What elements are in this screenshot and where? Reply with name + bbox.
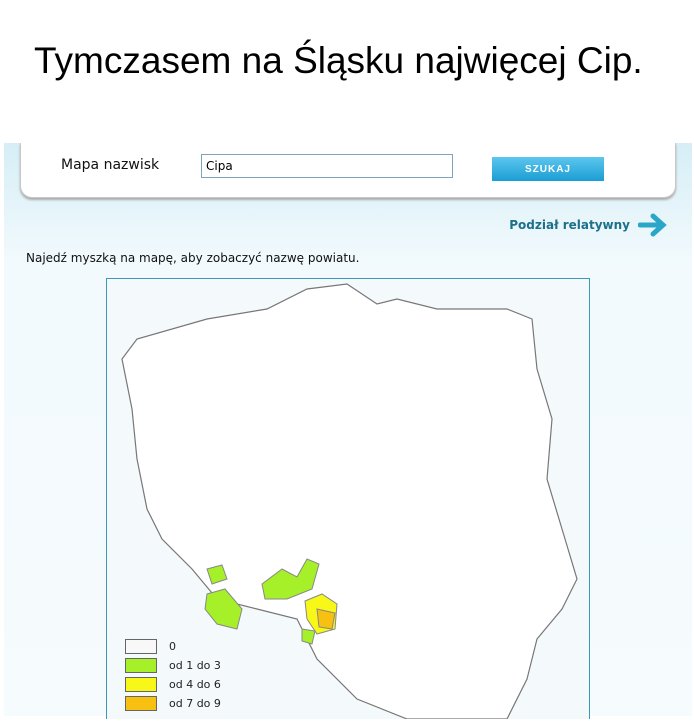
district-area-3 [261, 558, 320, 600]
map-legend: 0 od 1 do 3 od 4 do 6 od 7 do 9 [125, 637, 221, 713]
surname-input[interactable] [201, 154, 453, 178]
arrow-right-icon [638, 213, 667, 237]
page-panel: Mapa nazwisk SZUKAJ Podział relatywny Na… [4, 143, 692, 720]
relative-distribution-link[interactable]: Podział relatywny [509, 213, 668, 237]
search-label: Mapa nazwisk [61, 157, 160, 173]
legend-item: od 4 do 6 [125, 675, 221, 693]
district-area-2 [204, 588, 243, 630]
legend-item: 0 [125, 637, 221, 655]
district-area-6 [301, 628, 316, 645]
poland-map[interactable] [107, 279, 589, 720]
district-area-5 [316, 608, 336, 630]
map-hint: Najedź myszką na mapę, aby zobaczyć nazw… [26, 251, 360, 265]
search-box: Mapa nazwisk SZUKAJ [20, 143, 676, 198]
poland-outline [121, 283, 578, 720]
relative-link-label: Podział relatywny [509, 218, 630, 232]
caption: Tymczasem na Śląsku najwięcej Cip. [34, 40, 643, 81]
legend-item: od 1 do 3 [125, 656, 221, 674]
map-frame: 0 od 1 do 3 od 4 do 6 od 7 do 9 [106, 278, 590, 720]
search-button[interactable]: SZUKAJ [492, 157, 604, 181]
legend-item: od 7 do 9 [125, 694, 221, 712]
district-area-1 [206, 564, 228, 585]
